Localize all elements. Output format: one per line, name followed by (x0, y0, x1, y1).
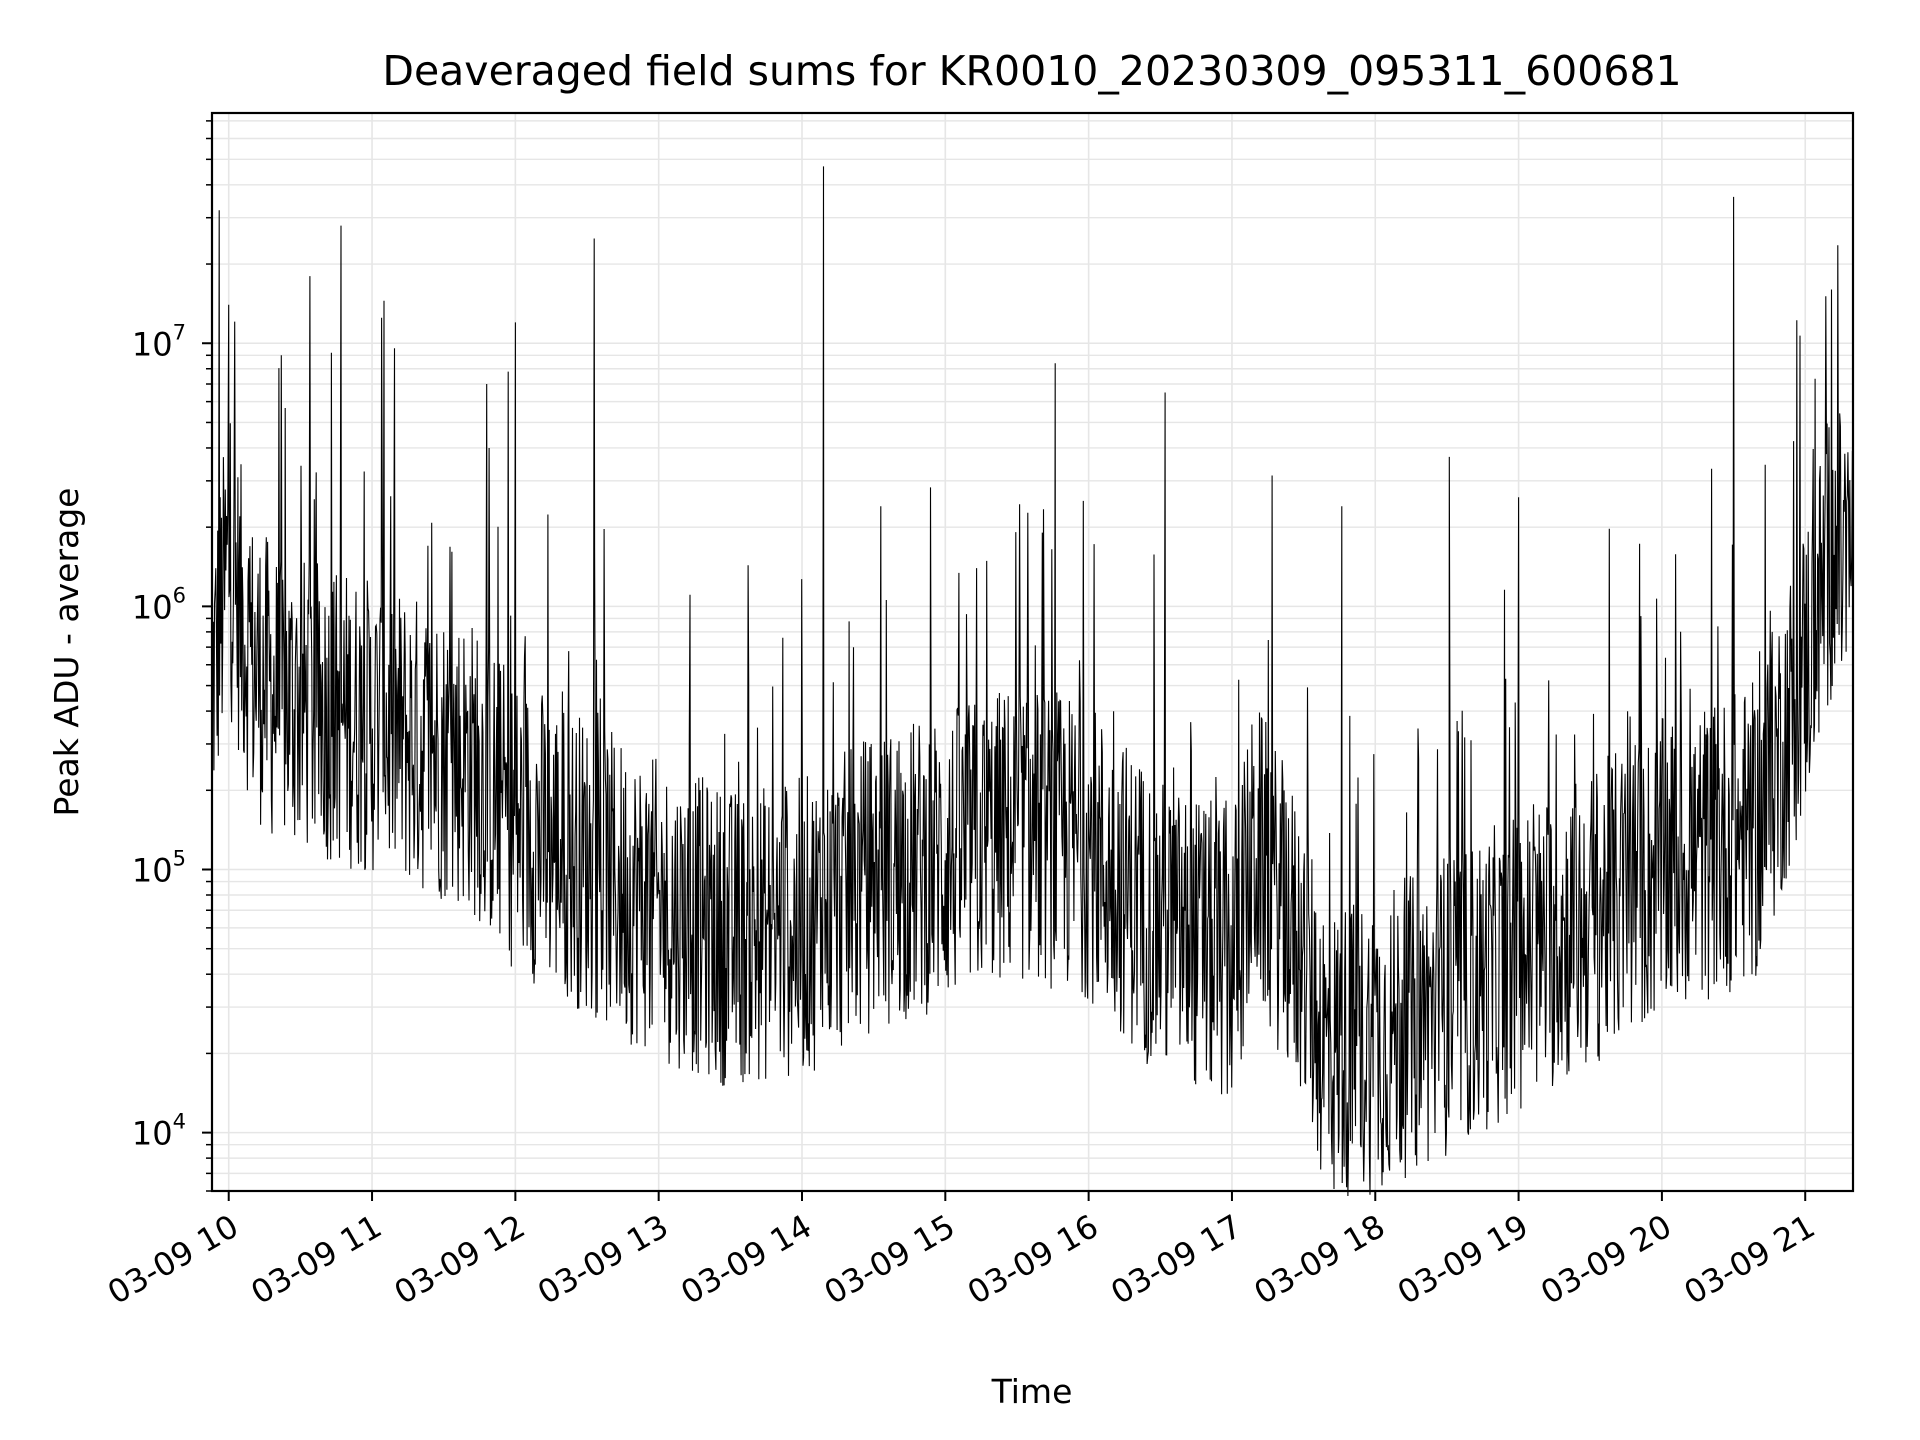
x-axis-label: Time (991, 1372, 1073, 1411)
chart-title: Deaveraged field sums for KR0010_2023030… (382, 47, 1681, 95)
series-line (211, 166, 1854, 1197)
y-tick-label: 105 (132, 847, 186, 890)
y-tick-label: 106 (132, 583, 186, 626)
y-axis-label: Peak ADU - average (47, 488, 86, 817)
y-tick-label: 107 (132, 320, 186, 363)
plot-frame (210, 111, 1855, 1193)
y-tick-label: 104 (132, 1110, 186, 1153)
series-layer (211, 166, 1854, 1197)
y-axis: 104 105 106 107 (132, 120, 212, 1192)
